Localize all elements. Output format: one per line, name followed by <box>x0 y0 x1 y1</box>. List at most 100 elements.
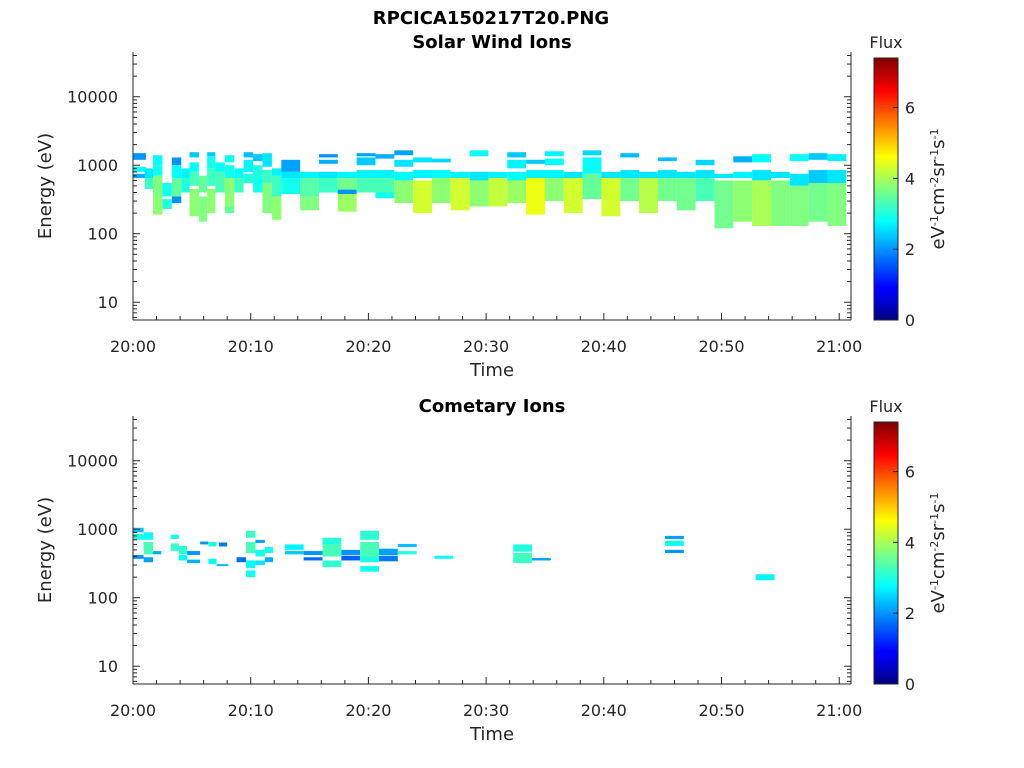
heatmap-cell <box>532 558 551 561</box>
heatmap-cell <box>431 178 451 204</box>
heatmap-cell <box>431 158 451 163</box>
heatmap-cell <box>507 152 527 158</box>
heatmap-cell <box>255 539 265 543</box>
heatmap-cell <box>394 159 414 167</box>
heatmap-cell <box>341 555 361 561</box>
heatmap-cell <box>236 557 246 563</box>
heatmap-cell <box>300 196 319 211</box>
heatmap-cell <box>144 168 155 179</box>
heatmap-cell <box>827 170 847 184</box>
heatmap-cell <box>356 178 376 193</box>
y-tick-label: 1000 <box>77 156 118 175</box>
heatmap-cell <box>215 171 225 193</box>
heatmap-cell <box>450 178 470 211</box>
colorbar-tick-label: 0 <box>905 311 915 330</box>
heatmap-cell <box>379 548 398 556</box>
heatmap-cell <box>133 534 144 540</box>
x-tick-label: 20:00 <box>110 337 156 356</box>
heatmap-cell <box>431 170 451 179</box>
heatmap-cell <box>322 544 342 557</box>
heatmap-cell <box>300 178 319 197</box>
heatmap-cell <box>170 534 179 540</box>
heatmap-cell <box>284 551 304 555</box>
heatmap-cell <box>582 173 602 200</box>
heatmap-cell <box>469 180 489 207</box>
heatmap-cell <box>271 168 282 176</box>
colorbar <box>873 421 899 685</box>
heatmap-cell <box>153 196 163 215</box>
heatmap-cell <box>526 159 545 164</box>
heatmap-cell <box>171 178 182 197</box>
heatmap-cell <box>153 165 163 176</box>
heatmap-cell <box>170 543 179 552</box>
heatmap-cell <box>657 178 677 202</box>
heatmap-cell <box>582 157 602 174</box>
heatmap-cell <box>255 549 265 557</box>
heatmap-cell <box>507 159 527 169</box>
heatmap-cell <box>262 170 272 184</box>
heatmap-cell <box>450 171 470 179</box>
colorbar-tick-label: 6 <box>905 463 915 482</box>
colorbar-title: Flux <box>869 33 902 52</box>
heatmap-cell <box>360 530 380 540</box>
colorbar-unit-label: eV-1cm-2sr-1s-1 <box>928 493 950 614</box>
heatmap-cell <box>200 541 209 545</box>
heatmap-cell <box>337 178 357 193</box>
x-tick-label: 20:50 <box>698 337 744 356</box>
heatmap-cell <box>665 535 684 540</box>
heatmap-cell <box>153 175 163 197</box>
heatmap-cell <box>171 165 182 179</box>
colorbar-tick-label: 0 <box>905 675 915 694</box>
heatmap-cell <box>526 170 545 179</box>
heatmap-cell <box>245 560 256 569</box>
heatmap-cell <box>507 171 527 181</box>
heatmap-cell <box>198 175 208 193</box>
heatmap-cell <box>318 171 338 179</box>
heatmap-cell <box>187 559 201 564</box>
x-tick-label: 20:40 <box>581 701 627 720</box>
heatmap-cell <box>375 192 395 199</box>
heatmap-cell <box>695 159 715 166</box>
heatmap-cell <box>827 154 847 162</box>
panel-title: Cometary Ions <box>419 396 566 417</box>
heatmap-cell <box>714 180 734 229</box>
heatmap-cell <box>143 557 154 563</box>
colorbar-tick-label: 6 <box>905 99 915 118</box>
heatmap-cell <box>341 549 361 556</box>
heatmap-cell <box>322 560 342 568</box>
x-tick-label: 20:20 <box>345 701 391 720</box>
heatmap-cell <box>337 192 357 212</box>
heatmap-cell <box>337 171 357 179</box>
heatmap-cell <box>133 153 146 160</box>
heatmap-cell <box>245 542 256 553</box>
heatmap-cell <box>770 171 790 179</box>
heatmap-cell <box>526 178 545 215</box>
heatmap-cell <box>752 154 771 163</box>
heatmap-cell <box>507 180 527 204</box>
x-axis-label: Time <box>469 360 514 381</box>
heatmap-cell <box>544 151 564 157</box>
y-tick-label: 100 <box>87 589 118 608</box>
heatmap-cell <box>284 544 304 550</box>
heatmap-cell <box>752 180 771 226</box>
heatmap-cell <box>224 178 235 207</box>
heatmap-cell <box>488 178 508 207</box>
heatmap-cell <box>563 178 583 214</box>
heatmap-cell <box>665 540 684 546</box>
heatmap-cell <box>394 171 414 181</box>
heatmap-cell <box>133 166 146 172</box>
heatmap-cell <box>208 558 217 565</box>
heatmap-cell <box>218 542 228 547</box>
panel-title: Solar Wind Ions <box>412 32 571 53</box>
heatmap-cell <box>171 157 182 166</box>
heatmap-cell <box>162 199 172 209</box>
heatmap-cell <box>318 154 338 158</box>
heatmap-cell <box>245 570 256 578</box>
heatmap-cell <box>144 178 155 189</box>
heatmap-cell <box>133 527 144 533</box>
figure-title: RPCICA150217T20.PNG <box>373 8 609 29</box>
heatmap-cell <box>413 170 432 179</box>
colorbar-tick-label: 2 <box>905 240 915 259</box>
